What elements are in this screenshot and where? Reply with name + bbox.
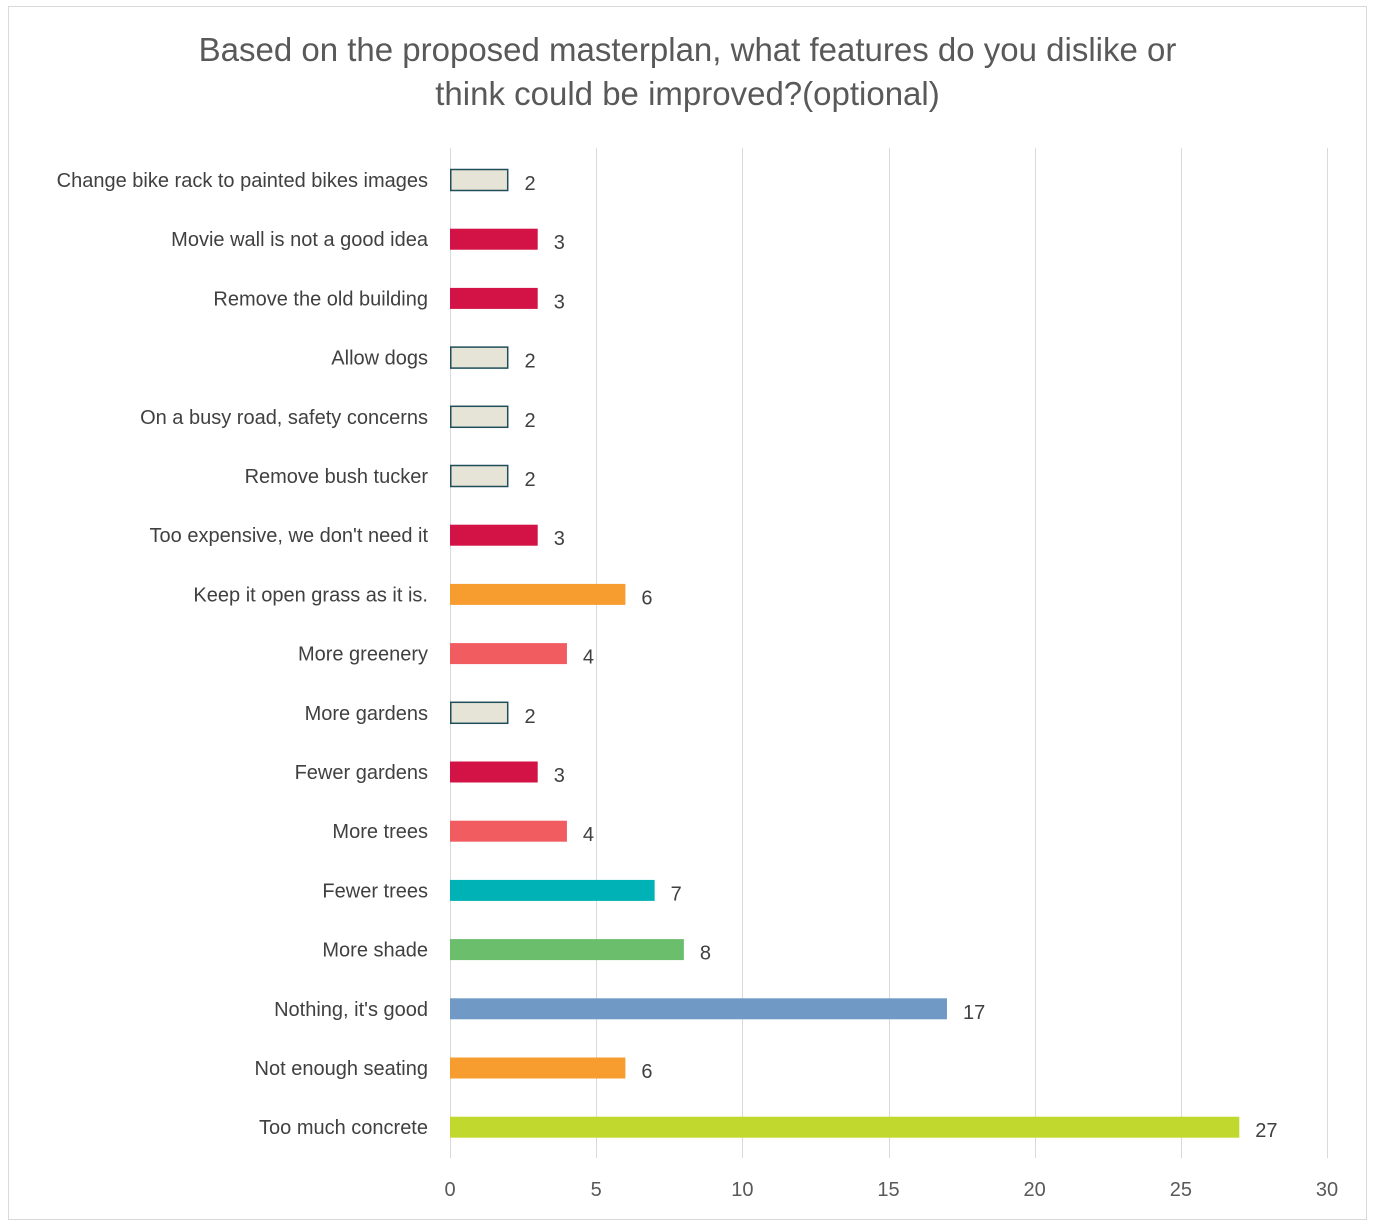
data-label: 27 [1255, 1120, 1277, 1142]
category-label: More gardens [305, 703, 428, 725]
category-label: Too expensive, we don't need it [150, 525, 429, 547]
bar [450, 228, 538, 250]
chart-title-line-1: Based on the proposed masterplan, what f… [198, 31, 1177, 68]
data-labels: 2 3 3 2 2 2 3 6 4 2 3 4 7 8 17 6 27 [524, 173, 1277, 1142]
category-label: Nothing, it's good [274, 999, 428, 1021]
category-label: More trees [332, 821, 428, 843]
data-label: 3 [554, 765, 565, 787]
data-label: 2 [524, 410, 535, 432]
bar [450, 168, 509, 192]
bar [450, 643, 567, 665]
bar [450, 939, 684, 961]
data-label: 3 [554, 291, 565, 313]
data-label: 6 [641, 1061, 652, 1083]
data-label: 6 [641, 587, 652, 609]
bar [450, 1057, 626, 1079]
x-tick-label: 5 [591, 1179, 602, 1201]
category-label: Fewer trees [322, 880, 428, 902]
data-label: 4 [583, 647, 594, 669]
category-label: Change bike rack to painted bikes images [57, 170, 428, 192]
bar [450, 464, 509, 488]
x-tick-label: 20 [1024, 1179, 1046, 1201]
bar [450, 346, 509, 369]
chart-title: Based on the proposed masterplan, what f… [0, 28, 1375, 116]
data-label: 4 [583, 824, 594, 846]
bar [450, 524, 538, 546]
data-label: 2 [524, 469, 535, 491]
gridlines [450, 148, 1328, 1158]
bar [450, 405, 509, 429]
category-label: Movie wall is not a good idea [171, 229, 429, 251]
category-label: Fewer gardens [295, 762, 428, 784]
data-label: 2 [524, 706, 535, 728]
category-label: Keep it open grass as it is. [193, 584, 428, 606]
category-label: Allow dogs [331, 348, 428, 370]
data-label: 2 [524, 173, 535, 195]
data-label: 2 [524, 351, 535, 373]
x-tick-label: 0 [444, 1179, 455, 1201]
category-label: More shade [322, 940, 428, 962]
x-tick-label: 10 [731, 1179, 753, 1201]
category-label: On a busy road, safety concerns [140, 407, 428, 429]
category-labels: Change bike rack to painted bikes images… [57, 170, 429, 1139]
x-tick-label: 25 [1170, 1179, 1192, 1201]
bar [450, 820, 567, 842]
bar [450, 879, 655, 901]
bar [450, 998, 947, 1020]
data-label: 3 [554, 528, 565, 550]
x-tick-label: 30 [1316, 1179, 1338, 1201]
x-tick-labels: 0 5 10 15 20 25 30 [444, 1179, 1338, 1201]
bar [450, 1116, 1240, 1138]
category-label: Remove bush tucker [245, 466, 429, 488]
bar [450, 701, 509, 725]
bar [450, 287, 538, 309]
data-label: 3 [554, 232, 565, 254]
chart-title-line-2: think could be improved?(optional) [435, 75, 940, 112]
data-label: 8 [700, 943, 711, 965]
x-tick-label: 15 [877, 1179, 899, 1201]
data-label: 17 [963, 1002, 985, 1024]
data-label: 7 [671, 883, 682, 905]
category-label: Too much concrete [259, 1117, 428, 1139]
bars [450, 168, 1240, 1138]
bar [450, 583, 626, 605]
category-label: More greenery [298, 644, 428, 666]
bar [450, 761, 538, 783]
category-label: Remove the old building [213, 288, 428, 310]
category-label: Not enough seating [255, 1058, 428, 1080]
